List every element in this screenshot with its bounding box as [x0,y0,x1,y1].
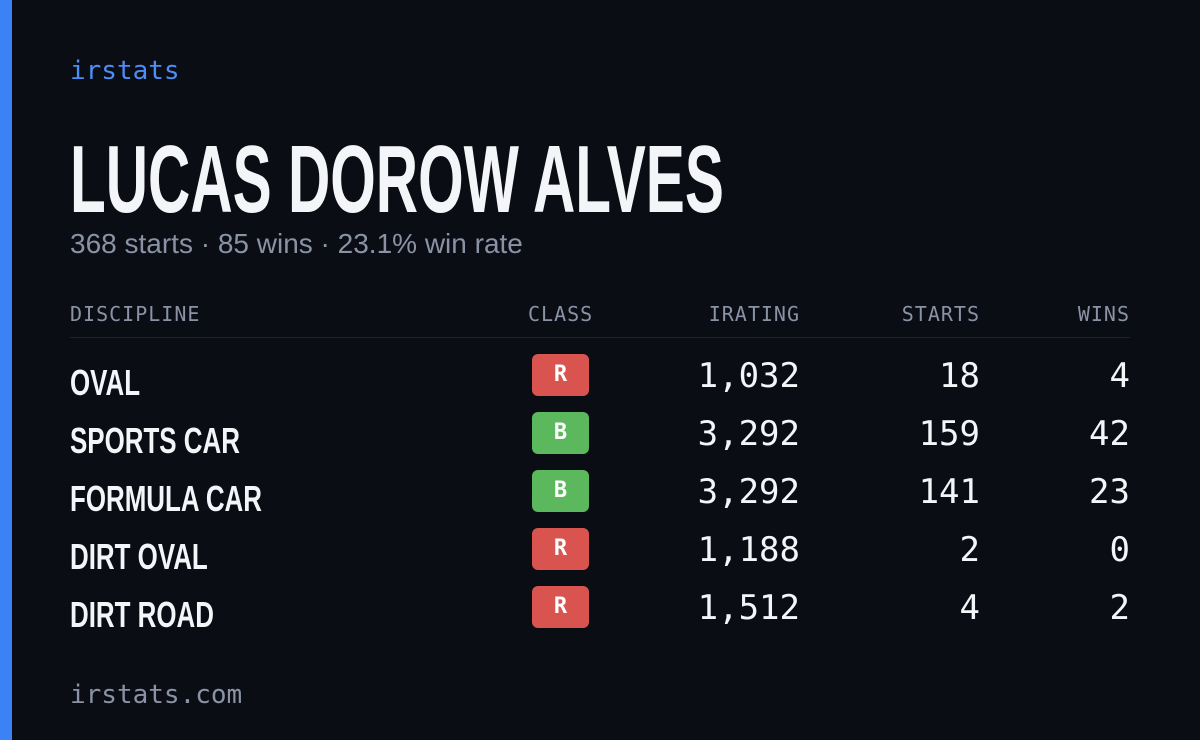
discipline: SPORTS CAR [70,420,240,461]
brand: irstats [70,56,180,86]
starts: 2 [959,530,980,570]
column-header: IRATING [708,302,800,326]
class-badge: B [532,470,589,512]
column-header: STARTS [901,302,980,326]
class-badge: B [532,412,589,454]
irating: 1,188 [697,530,800,570]
irating: 1,512 [697,588,800,628]
starts: 4 [959,588,980,628]
class-badge: R [532,586,589,628]
driver-summary: 368 starts · 85 wins · 23.1% win rate [70,228,523,259]
discipline: DIRT ROAD [70,594,214,635]
irating: 3,292 [697,472,800,512]
wins: 23 [1089,472,1130,512]
wins: 4 [1109,356,1130,396]
irating: 1,032 [697,356,800,396]
irating: 3,292 [697,414,800,454]
wins: 0 [1109,530,1130,570]
starts: 18 [939,356,980,396]
discipline: FORMULA CAR [70,478,262,519]
wins: 42 [1089,414,1130,454]
discipline: OVAL [70,362,141,403]
column-header: DISCIPLINE [70,302,201,326]
wins: 2 [1109,588,1130,628]
discipline: DIRT OVAL [70,536,208,577]
column-header: CLASS [528,302,594,326]
header-rule [70,337,1130,338]
class-badge: R [532,528,589,570]
accent-bar [0,0,12,740]
driver-name: LUCAS DOROW ALVES [70,126,724,233]
column-header: WINS [1077,302,1130,326]
footer: irstats.com [70,680,243,710]
starts: 141 [918,472,980,512]
class-badge: R [532,354,589,396]
starts: 159 [918,414,980,454]
